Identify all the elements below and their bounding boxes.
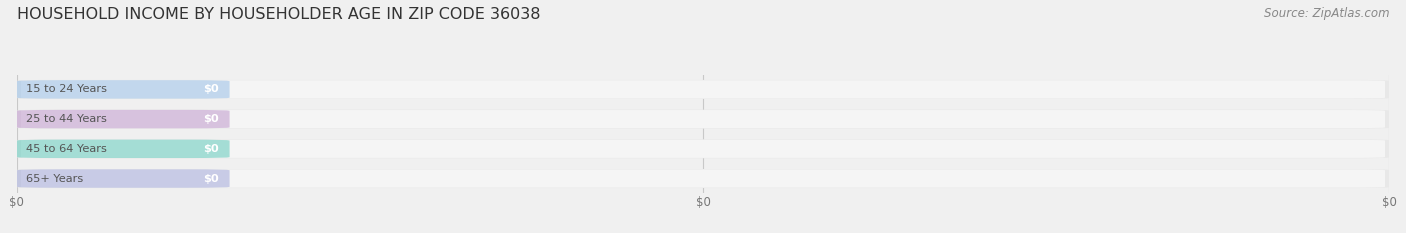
FancyBboxPatch shape bbox=[17, 169, 1389, 188]
Text: 25 to 44 Years: 25 to 44 Years bbox=[27, 114, 107, 124]
FancyBboxPatch shape bbox=[17, 80, 1389, 99]
FancyBboxPatch shape bbox=[17, 140, 229, 158]
FancyBboxPatch shape bbox=[17, 169, 229, 188]
FancyBboxPatch shape bbox=[21, 169, 1385, 188]
Text: $0: $0 bbox=[202, 114, 218, 124]
FancyBboxPatch shape bbox=[17, 139, 1389, 158]
Text: $0: $0 bbox=[202, 84, 218, 94]
Text: $0: $0 bbox=[202, 144, 218, 154]
FancyBboxPatch shape bbox=[21, 140, 1385, 158]
FancyBboxPatch shape bbox=[21, 110, 1385, 128]
FancyBboxPatch shape bbox=[21, 80, 1385, 99]
FancyBboxPatch shape bbox=[17, 80, 229, 99]
FancyBboxPatch shape bbox=[17, 110, 229, 128]
Text: Source: ZipAtlas.com: Source: ZipAtlas.com bbox=[1264, 7, 1389, 20]
Text: 65+ Years: 65+ Years bbox=[27, 174, 84, 184]
Text: 15 to 24 Years: 15 to 24 Years bbox=[27, 84, 107, 94]
Text: HOUSEHOLD INCOME BY HOUSEHOLDER AGE IN ZIP CODE 36038: HOUSEHOLD INCOME BY HOUSEHOLDER AGE IN Z… bbox=[17, 7, 540, 22]
Text: 45 to 64 Years: 45 to 64 Years bbox=[27, 144, 107, 154]
Text: $0: $0 bbox=[202, 174, 218, 184]
FancyBboxPatch shape bbox=[17, 110, 1389, 129]
